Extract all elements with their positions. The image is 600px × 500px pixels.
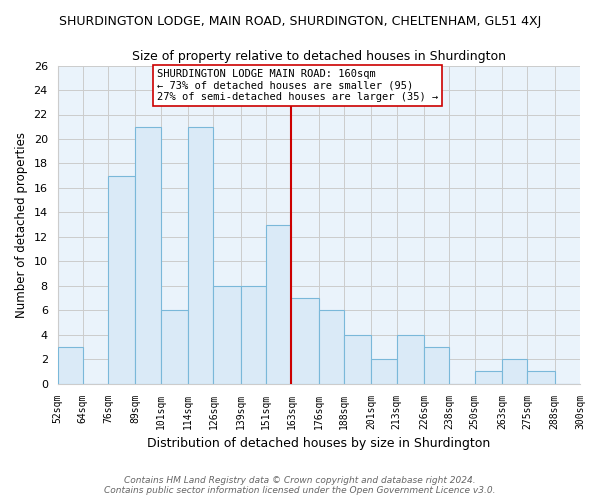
- Bar: [108, 176, 136, 384]
- Bar: [344, 335, 371, 384]
- Bar: [241, 286, 266, 384]
- Bar: [371, 359, 397, 384]
- Bar: [292, 298, 319, 384]
- Bar: [58, 347, 83, 384]
- Bar: [397, 335, 424, 384]
- Bar: [266, 224, 292, 384]
- Text: SHURDINGTON LODGE, MAIN ROAD, SHURDINGTON, CHELTENHAM, GL51 4XJ: SHURDINGTON LODGE, MAIN ROAD, SHURDINGTO…: [59, 15, 541, 28]
- Y-axis label: Number of detached properties: Number of detached properties: [15, 132, 28, 318]
- Bar: [502, 359, 527, 384]
- Bar: [214, 286, 241, 384]
- Title: Size of property relative to detached houses in Shurdington: Size of property relative to detached ho…: [132, 50, 506, 63]
- Text: SHURDINGTON LODGE MAIN ROAD: 160sqm
← 73% of detached houses are smaller (95)
27: SHURDINGTON LODGE MAIN ROAD: 160sqm ← 73…: [157, 68, 438, 102]
- Text: Contains HM Land Registry data © Crown copyright and database right 2024.
Contai: Contains HM Land Registry data © Crown c…: [104, 476, 496, 495]
- Bar: [527, 372, 555, 384]
- X-axis label: Distribution of detached houses by size in Shurdington: Distribution of detached houses by size …: [147, 437, 490, 450]
- Bar: [319, 310, 344, 384]
- Bar: [424, 347, 449, 384]
- Bar: [188, 126, 214, 384]
- Bar: [475, 372, 502, 384]
- Bar: [161, 310, 188, 384]
- Bar: [136, 126, 161, 384]
